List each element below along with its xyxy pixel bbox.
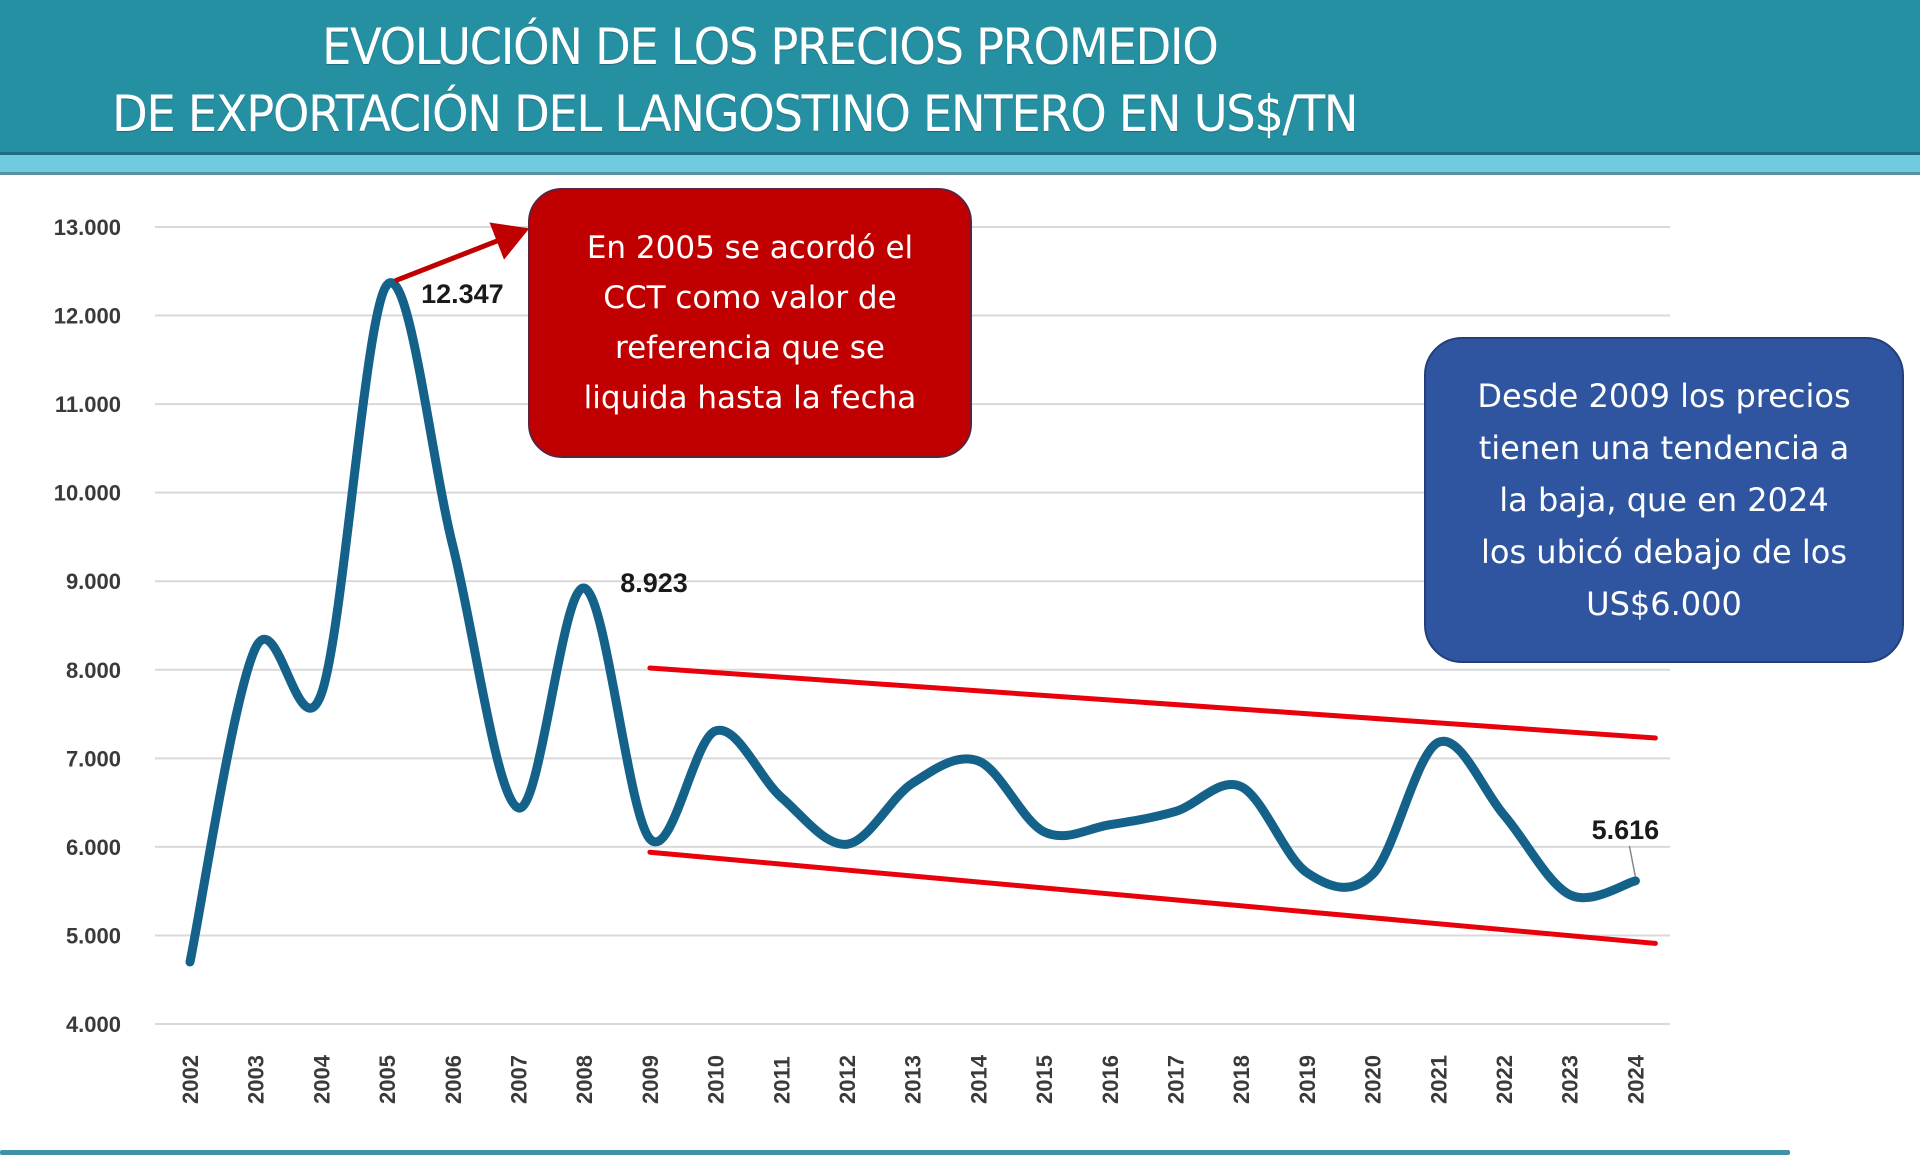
callout-line: Desde 2009 los precios [1477, 377, 1851, 415]
x-tick-label: 2024 [1623, 1054, 1648, 1104]
header-divider-band [0, 155, 1920, 172]
y-tick-label: 6.000 [66, 835, 121, 860]
x-tick-label: 2003 [244, 1055, 269, 1104]
x-tick-label: 2014 [966, 1054, 991, 1104]
data-label-leader [1628, 845, 1637, 878]
y-tick-label: 7.000 [66, 746, 121, 771]
x-tick-label: 2009 [638, 1055, 663, 1104]
y-tick-label: 12.000 [54, 304, 121, 329]
x-tick-label: 2023 [1558, 1055, 1583, 1104]
y-tick-label: 5.000 [66, 923, 121, 948]
x-tick-label: 2013 [901, 1055, 926, 1104]
lower-trend [647, 849, 1658, 946]
y-tick-label: 10.000 [54, 481, 121, 506]
footer-divider [0, 1150, 1790, 1155]
callout-line: los ubicó debajo de los [1480, 533, 1847, 571]
callout-line: US$6.000 [1586, 585, 1742, 623]
header-divider-dark [0, 152, 1920, 155]
gridlines [155, 226, 1670, 1025]
x-tick-label: 2015 [1032, 1055, 1057, 1104]
x-tick-label: 2004 [309, 1054, 334, 1104]
x-tick-label: 2020 [1361, 1055, 1386, 1104]
arrow-to-callout [394, 222, 530, 284]
data-label: 8.923 [620, 568, 688, 598]
data-labels: 12.347 8.923 5.616 [421, 279, 1660, 878]
x-tick-label: 2012 [835, 1055, 860, 1104]
data-label: 12.347 [421, 279, 504, 309]
x-tick-label: 2022 [1492, 1055, 1517, 1104]
x-tick-label: 2017 [1164, 1055, 1189, 1104]
callout-line: CCT como valor de [603, 280, 897, 316]
x-axis: 2002 2003 2004 2005 2006 2007 2008 2009 2010 2011… [178, 1054, 1648, 1104]
header-divider-dark-bottom [0, 172, 1920, 175]
x-tick-label: 2010 [704, 1055, 729, 1104]
chart-title-line-2: DE EXPORTACIÓN DEL LANGOSTINO ENTERO EN … [112, 85, 1359, 143]
x-tick-label: 2011 [769, 1056, 794, 1104]
x-tick-label: 2002 [178, 1055, 203, 1104]
x-tick-label: 2016 [1098, 1055, 1123, 1104]
title-banner: EVOLUCIÓN DE LOS PRECIOS PROMEDIO DE EXP… [0, 0, 1920, 152]
y-tick-label: 9.000 [66, 569, 121, 594]
callout-line: la baja, que en 2024 [1499, 481, 1829, 519]
callout-cct-2005: En 2005 se acordó el CCT como valor de r… [528, 188, 972, 458]
upper-trend [647, 665, 1658, 741]
x-tick-label: 2007 [507, 1055, 532, 1104]
x-tick-label: 2018 [1229, 1055, 1254, 1104]
callout-line: referencia que se [615, 330, 885, 366]
y-tick-label: 4.000 [66, 1012, 121, 1037]
callout-line: liquida hasta la fecha [583, 380, 917, 416]
callout-trend-2009: Desde 2009 los precios tienen una tenden… [1424, 337, 1904, 663]
y-tick-label: 11.000 [55, 392, 121, 417]
series [185, 222, 1640, 967]
chart-title-line-1: EVOLUCIÓN DE LOS PRECIOS PROMEDIO [322, 18, 1219, 76]
x-tick-label: 2019 [1295, 1055, 1320, 1104]
x-tick-label: 2021 [1426, 1055, 1451, 1104]
data-label: 5.616 [1592, 815, 1660, 845]
callout-line: En 2005 se acordó el [586, 230, 914, 266]
series-line [185, 278, 1640, 967]
y-axis: 4.000 5.000 6.000 7.000 8.000 9.000 10.000 11.0… [54, 215, 121, 1037]
y-tick-label: 8.000 [66, 658, 121, 683]
y-tick-label: 13.000 [54, 215, 121, 240]
trend-lines [647, 665, 1658, 946]
x-tick-label: 2008 [572, 1055, 597, 1104]
x-tick-label: 2005 [375, 1055, 400, 1104]
x-tick-label: 2006 [441, 1055, 466, 1104]
callout-line: tienen una tendencia a [1478, 429, 1850, 467]
